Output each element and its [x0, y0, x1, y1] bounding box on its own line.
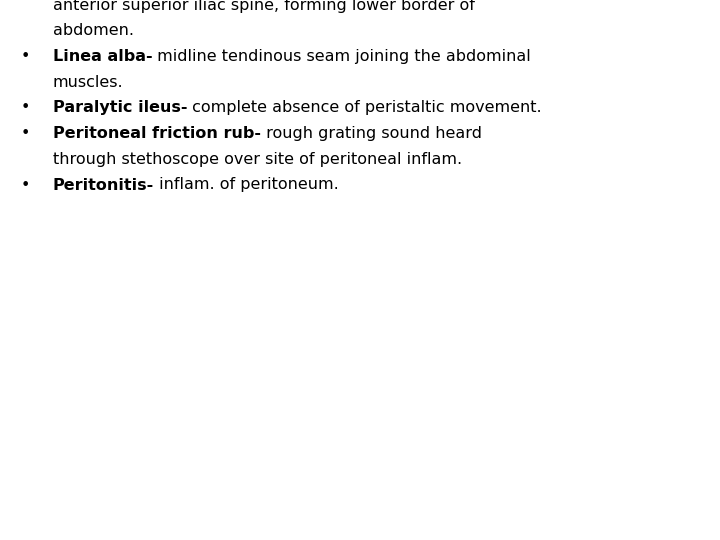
- Text: •: •: [20, 49, 30, 64]
- Text: Peritonitis-: Peritonitis-: [53, 178, 154, 192]
- Text: abdomen.: abdomen.: [53, 23, 134, 38]
- Text: anterior superior iliac spine, forming lower border of: anterior superior iliac spine, forming l…: [53, 0, 474, 12]
- Text: midline tendinous seam joining the abdominal: midline tendinous seam joining the abdom…: [153, 49, 531, 64]
- Text: rough grating sound heard: rough grating sound heard: [261, 126, 482, 141]
- Text: complete absence of peristaltic movement.: complete absence of peristaltic movement…: [187, 100, 542, 116]
- Text: through stethoscope over site of peritoneal inflam.: through stethoscope over site of periton…: [53, 152, 462, 167]
- Text: muscles.: muscles.: [53, 75, 123, 90]
- Text: •: •: [20, 178, 30, 192]
- Text: Linea alba-: Linea alba-: [53, 49, 153, 64]
- Text: Paralytic ileus-: Paralytic ileus-: [53, 100, 187, 116]
- Text: •: •: [20, 100, 30, 116]
- Text: Peritoneal friction rub-: Peritoneal friction rub-: [53, 126, 261, 141]
- Text: •: •: [20, 126, 30, 141]
- Text: inflam. of peritoneum.: inflam. of peritoneum.: [154, 178, 339, 192]
